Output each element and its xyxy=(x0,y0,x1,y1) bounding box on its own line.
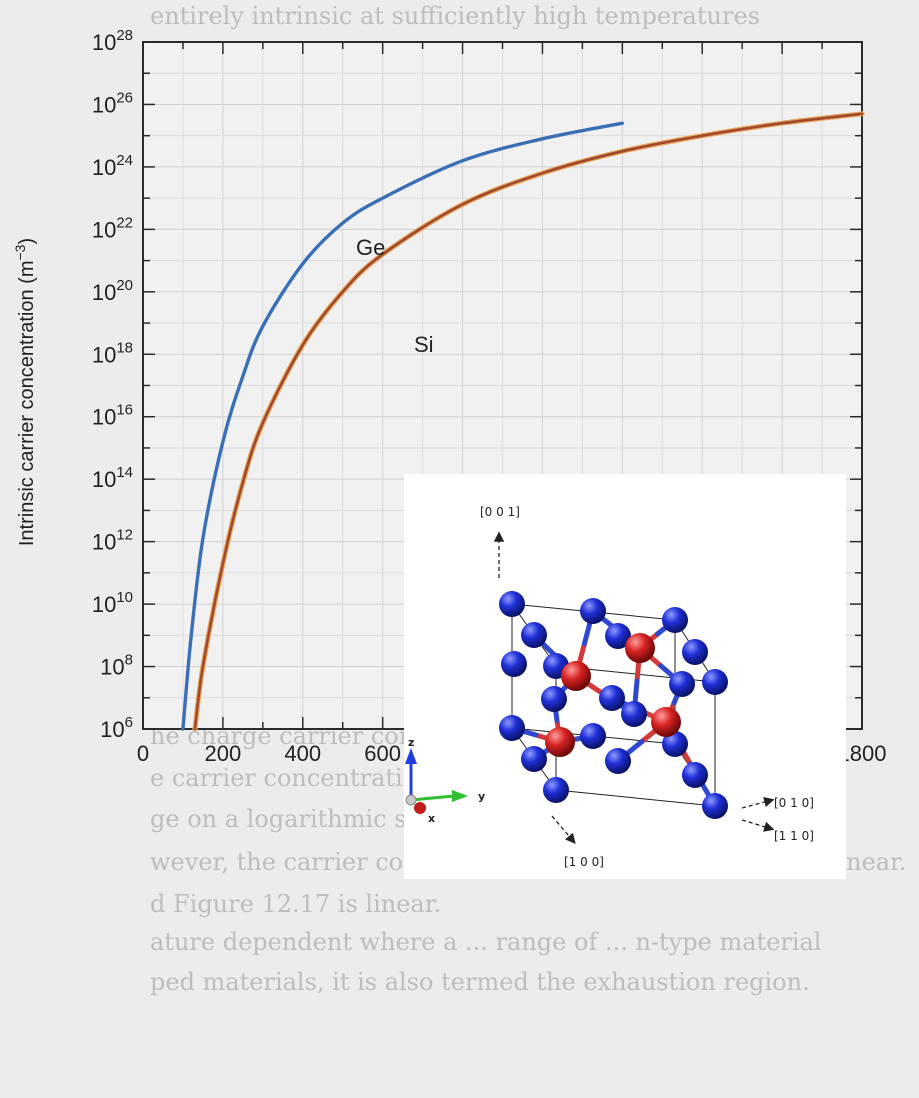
y-axis-label-unit-exponent: −3 xyxy=(12,244,28,260)
y-tick-exponent: 8 xyxy=(125,652,133,669)
triad-origin xyxy=(405,794,417,806)
y-tick-base: 10 xyxy=(92,217,116,242)
y-tick-label: 1010 xyxy=(92,589,133,617)
y-tick-label: 1026 xyxy=(92,89,133,117)
y-tick-label: 1020 xyxy=(92,277,133,305)
triad-label-z: z xyxy=(408,736,414,749)
series-line xyxy=(193,112,864,731)
direction-arrow-100 xyxy=(551,815,576,844)
unit-cell-edge xyxy=(555,789,716,807)
atom-red xyxy=(545,727,575,757)
y-tick-base: 10 xyxy=(92,30,116,55)
atom-blue xyxy=(543,777,569,803)
y-axis-label-close: ) xyxy=(16,238,38,245)
direction-arrow-110 xyxy=(741,819,775,832)
y-tick-base: 10 xyxy=(92,467,116,492)
y-tick-exponent: 18 xyxy=(116,339,133,356)
x-tick-label: 400 xyxy=(284,741,321,766)
atom-blue xyxy=(662,607,688,633)
atom-blue xyxy=(580,598,606,624)
direction-arrow-010 xyxy=(741,796,775,809)
direction-label-100: [1 0 0] xyxy=(564,855,604,869)
series-line xyxy=(181,121,624,731)
series-label-ge: Ge xyxy=(356,235,385,260)
y-tick-label: 1022 xyxy=(92,214,133,242)
y-tick-base: 10 xyxy=(92,280,116,305)
y-tick-label: 1028 xyxy=(92,27,133,55)
atom-blue xyxy=(621,701,647,727)
direction-label-010: [0 1 0] xyxy=(774,796,814,810)
y-tick-base: 10 xyxy=(100,717,124,742)
y-tick-exponent: 22 xyxy=(116,214,133,231)
x-tick-label: 600 xyxy=(364,741,401,766)
atom-blue xyxy=(499,715,525,741)
atom-red xyxy=(561,661,591,691)
y-tick-label: 1024 xyxy=(92,152,133,180)
y-tick-label: 106 xyxy=(100,714,133,742)
y-tick-base: 10 xyxy=(92,530,116,555)
y-tick-exponent: 20 xyxy=(116,277,133,294)
y-tick-exponent: 12 xyxy=(116,527,133,544)
y-tick-exponent: 28 xyxy=(116,27,133,44)
atom-blue xyxy=(605,748,631,774)
y-tick-label: 1018 xyxy=(92,339,133,367)
atom-blue xyxy=(702,669,728,695)
atom-blue xyxy=(521,746,547,772)
y-axis-label: Intrinsic carrier concentration (m−3) xyxy=(12,238,38,546)
y-tick-label: 1016 xyxy=(92,402,133,430)
y-tick-exponent: 6 xyxy=(125,714,133,731)
direction-label-001: [0 0 1] xyxy=(480,505,520,519)
triad-x-axis xyxy=(414,802,426,814)
y-tick-exponent: 16 xyxy=(116,402,133,419)
triad-z-arrowhead xyxy=(405,748,417,764)
triad-label-x: x xyxy=(428,812,435,825)
atom-blue xyxy=(541,686,567,712)
atom-blue xyxy=(501,651,527,677)
atom-red xyxy=(651,707,681,737)
crystal-structure-inset: [0 0 1] [0 1 0] [1 1 0] [1 0 0] z y x xyxy=(404,474,846,879)
triad-y-axis xyxy=(410,794,455,802)
y-tick-base: 10 xyxy=(92,342,116,367)
y-tick-base: 10 xyxy=(100,655,124,680)
diamond-cubic-unit-cell: [0 0 1] [0 1 0] [1 1 0] [1 0 0] z y x xyxy=(405,505,814,869)
y-tick-label: 1014 xyxy=(92,464,133,492)
atom-blue xyxy=(702,793,728,819)
x-tick-label: 200 xyxy=(205,741,242,766)
y-tick-label: 1012 xyxy=(92,527,133,555)
atom-blue xyxy=(499,591,525,617)
y-tick-base: 10 xyxy=(92,405,116,430)
y-tick-exponent: 24 xyxy=(116,152,133,169)
atom-blue xyxy=(521,622,547,648)
atom-blue xyxy=(682,639,708,665)
atom-blue xyxy=(605,623,631,649)
y-tick-base: 10 xyxy=(92,92,116,117)
atom-blue xyxy=(580,723,606,749)
x-tick-label: 0 xyxy=(137,741,149,766)
atom-blue xyxy=(599,685,625,711)
y-tick-label: 108 xyxy=(100,652,133,680)
y-axis-label-text: Intrinsic carrier concentration (m xyxy=(16,260,38,546)
triad-y-arrowhead xyxy=(452,790,468,802)
y-tick-exponent: 14 xyxy=(116,464,133,481)
atom-blue xyxy=(682,762,708,788)
y-tick-exponent: 10 xyxy=(116,589,133,606)
y-tick-base: 10 xyxy=(92,155,116,180)
triad-label-y: y xyxy=(478,790,485,803)
y-tick-exponent: 26 xyxy=(116,89,133,106)
y-tick-base: 10 xyxy=(92,592,116,617)
series-label-si: Si xyxy=(414,332,434,357)
atom-red xyxy=(625,633,655,663)
direction-label-110: [1 1 0] xyxy=(774,829,814,843)
atom-blue xyxy=(662,731,688,757)
atom-blue xyxy=(669,671,695,697)
